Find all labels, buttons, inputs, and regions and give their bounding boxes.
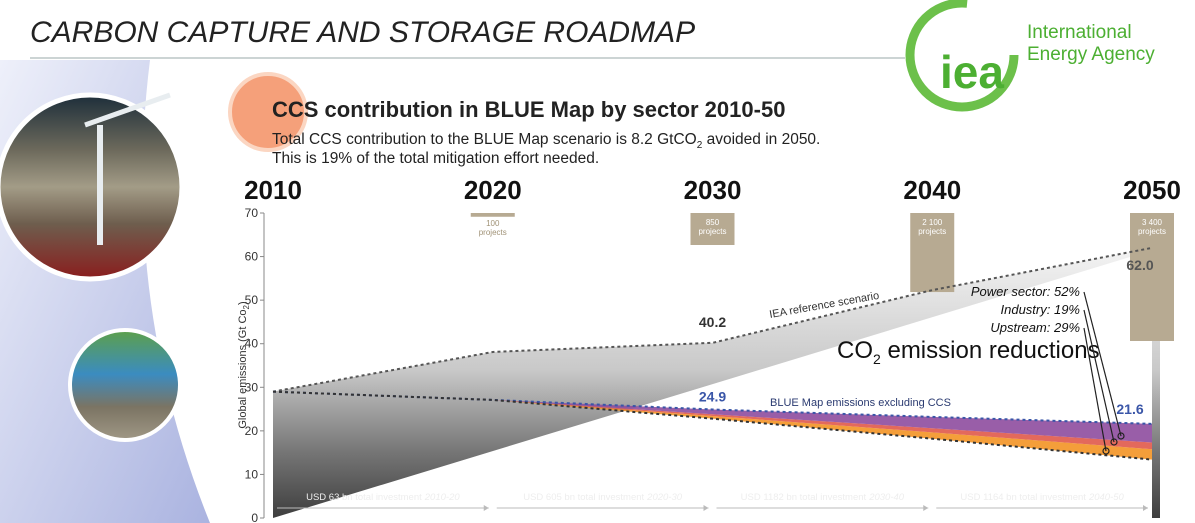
subtitle-text: avoided in 2050. <box>702 131 820 148</box>
investment-label: USD 605 bn total investment 2020-30 <box>523 492 683 503</box>
illustration <box>68 328 182 442</box>
arrow-head <box>483 505 489 511</box>
y-tick-label: 70 <box>245 206 259 220</box>
y-tick-label: 10 <box>245 467 259 481</box>
org-name: Energy Agency <box>1027 44 1155 65</box>
project-count: 3 400 <box>1142 218 1163 227</box>
subtitle-text: Total CCS contribution to the BLUE Map s… <box>272 131 697 148</box>
leader-line <box>1083 309 1115 443</box>
leader-dot <box>1110 438 1118 446</box>
investment-period: 2040-50 <box>1088 492 1125 503</box>
project-unit: projects <box>479 228 507 237</box>
value-label: 40.2 <box>699 314 726 330</box>
investment-text: USD 605 bn total investment <box>523 492 644 503</box>
investment-period: 2030-40 <box>868 492 905 503</box>
chart-subtitle: This is 19% of the total mitigation effo… <box>272 150 599 167</box>
chart-title: CCS contribution in BLUE Map by sector 2… <box>272 97 785 122</box>
y-tick-label: 50 <box>245 293 259 307</box>
investment-text: USD 1164 bn total investment <box>960 492 1086 503</box>
arrow-head <box>703 505 709 511</box>
y-label-sub: 2 <box>242 304 251 309</box>
reductions-text: CO <box>837 337 873 364</box>
project-bar <box>910 213 955 293</box>
project-unit: projects <box>698 227 726 236</box>
investment-period: 2020-30 <box>646 492 683 503</box>
x-tick-label: 2030 <box>684 175 742 205</box>
investment-label: USD 1182 bn total investment 2030-40 <box>741 492 905 503</box>
value-label: 22.8 <box>699 424 726 440</box>
project-bar <box>690 213 735 245</box>
arrow-head <box>1143 505 1148 511</box>
x-tick-label: 2040 <box>903 175 961 205</box>
series-label: BLUE Map scenario <box>770 431 869 455</box>
x-tick-label: 2050 <box>1123 175 1181 205</box>
project-unit: projects <box>1138 227 1166 236</box>
investment-label: USD 1164 bn total investment 2040-50 <box>960 492 1124 503</box>
sector-label: Power sector: 52% <box>971 284 1080 299</box>
leader-line <box>1083 291 1122 437</box>
y-tick-label: 60 <box>245 250 259 264</box>
investment-text: USD 1182 bn total investment <box>741 492 867 503</box>
logo-text: iea <box>940 46 1004 98</box>
y-tick-label: 40 <box>245 337 259 351</box>
y-label-text: ) <box>237 301 249 305</box>
leader-line <box>1083 327 1107 452</box>
project-count: 100 <box>486 219 500 228</box>
subtitle-sub: 2 <box>697 140 703 151</box>
illustration-pipe <box>84 92 171 128</box>
reductions-text: emission reductions <box>881 337 1100 364</box>
org-name: International <box>1027 22 1132 43</box>
investment-text: USD 63 bn total investment <box>306 492 422 503</box>
investment-label: USD 63 bn total investment 2010-20 <box>306 492 460 503</box>
background-area <box>273 247 1160 518</box>
value-label: 24.9 <box>699 389 726 405</box>
illustration-pipe <box>97 125 103 245</box>
chart-subtitle: Total CCS contribution to the BLUE Map s… <box>272 131 820 151</box>
value-label: 62.0 <box>1126 257 1153 273</box>
project-count: 850 <box>706 218 720 227</box>
y-tick-label: 0 <box>251 511 258 523</box>
y-label-text: Global emissions (Gt Co <box>237 309 249 428</box>
illustration <box>0 92 185 282</box>
value-label: 21.6 <box>1116 401 1143 417</box>
title-bullet <box>228 72 308 152</box>
project-count: 2 100 <box>922 218 943 227</box>
investment-period: 2010-20 <box>424 492 461 503</box>
leader-dot <box>1102 447 1110 455</box>
series-label: BLUE Map emissions excluding CCS <box>770 397 951 409</box>
project-bar <box>470 213 515 217</box>
logo-ring <box>905 0 1019 112</box>
value-label: 13.4 <box>1116 463 1143 479</box>
x-tick-label: 2020 <box>464 175 522 205</box>
leader-dot <box>1117 432 1125 440</box>
project-bar <box>1130 213 1174 341</box>
page-title: CARBON CAPTURE AND STORAGE ROADMAP <box>30 16 695 49</box>
y-tick-label: 20 <box>245 424 259 438</box>
reductions-sub: 2 <box>873 351 881 367</box>
sector-label: Industry: 19% <box>1001 302 1081 317</box>
reductions-label: CO2 emission reductions <box>837 337 1100 367</box>
series-line <box>272 390 1153 461</box>
y-tick-label: 30 <box>245 380 259 394</box>
project-unit: projects <box>918 227 946 236</box>
sector-label: Upstream: 29% <box>990 320 1080 335</box>
arrow-head <box>923 505 929 511</box>
y-axis-label: Global emissions (Gt Co2) <box>237 301 251 428</box>
x-tick-label: 2010 <box>244 175 302 205</box>
